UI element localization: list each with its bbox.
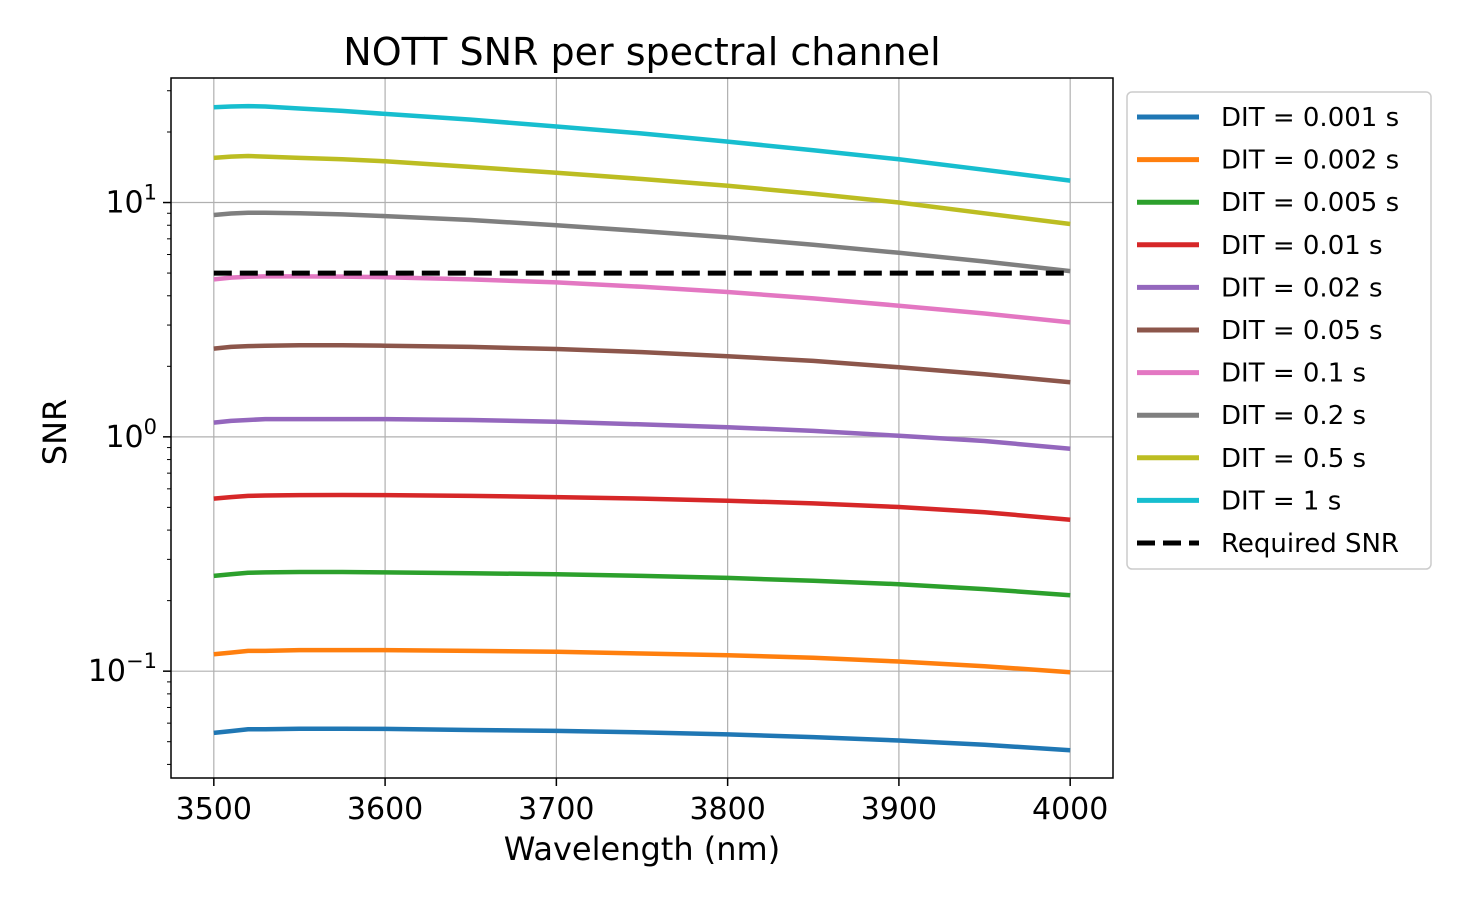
legend-label: Required SNR bbox=[1221, 529, 1399, 559]
x-tick-label: 3800 bbox=[689, 792, 765, 827]
legend: DIT = 0.001 s DIT = 0.002 s DIT = 0.005 s D… bbox=[1126, 91, 1432, 570]
series-line-9 bbox=[213, 103, 1071, 183]
y-tick-label: 101 bbox=[105, 181, 157, 221]
legend-label: DIT = 0.002 s bbox=[1221, 146, 1399, 176]
plot-lines bbox=[213, 103, 1071, 753]
legend-label: DIT = 0.005 s bbox=[1221, 188, 1399, 218]
legend-label: DIT = 0.05 s bbox=[1221, 316, 1383, 346]
legend-label: DIT = 0.001 s bbox=[1221, 103, 1399, 133]
grid-lines bbox=[171, 78, 1113, 778]
y-tick-exponent: 1 bbox=[144, 181, 157, 205]
series-line-8 bbox=[213, 153, 1071, 227]
x-axis-label: Wavelength (nm) bbox=[504, 830, 780, 868]
x-tick-label: 3600 bbox=[347, 792, 423, 827]
legend-label: DIT = 0.02 s bbox=[1221, 273, 1383, 303]
legend-label: DIT = 0.01 s bbox=[1221, 231, 1383, 261]
y-axis-label: SNR bbox=[36, 399, 74, 465]
x-axis-ticks: 3500 3600 3700 3800 3900 4000 bbox=[176, 778, 1108, 827]
x-tick-label: 3900 bbox=[861, 792, 937, 827]
y-tick-base: 10 bbox=[88, 654, 126, 689]
series-line-0 bbox=[213, 726, 1071, 753]
x-tick-label: 4000 bbox=[1032, 792, 1108, 827]
series-line-1 bbox=[213, 647, 1071, 675]
legend-box bbox=[1126, 91, 1432, 570]
series-line-5 bbox=[213, 342, 1071, 385]
legend-label: DIT = 0.5 s bbox=[1221, 444, 1366, 474]
legend-label: DIT = 0.2 s bbox=[1221, 401, 1366, 431]
y-tick-base: 10 bbox=[105, 186, 143, 221]
legend-label: DIT = 1 s bbox=[1221, 486, 1341, 516]
plot-frame bbox=[170, 77, 1114, 779]
series-line-2 bbox=[213, 569, 1071, 598]
series-line-3 bbox=[213, 492, 1071, 522]
legend-label: DIT = 0.1 s bbox=[1221, 359, 1366, 389]
chart-title: NOTT SNR per spectral channel bbox=[343, 30, 940, 74]
series-line-6 bbox=[213, 274, 1071, 325]
y-tick-exponent: −1 bbox=[126, 649, 157, 673]
y-tick-label: 10−1 bbox=[88, 649, 157, 689]
series-line-4 bbox=[213, 416, 1071, 451]
series-line-7 bbox=[213, 210, 1071, 274]
y-tick-base: 10 bbox=[105, 420, 143, 455]
y-tick-exponent: 0 bbox=[144, 415, 157, 439]
x-tick-label: 3700 bbox=[518, 792, 594, 827]
y-tick-label: 100 bbox=[105, 415, 157, 455]
x-tick-label: 3500 bbox=[176, 792, 252, 827]
